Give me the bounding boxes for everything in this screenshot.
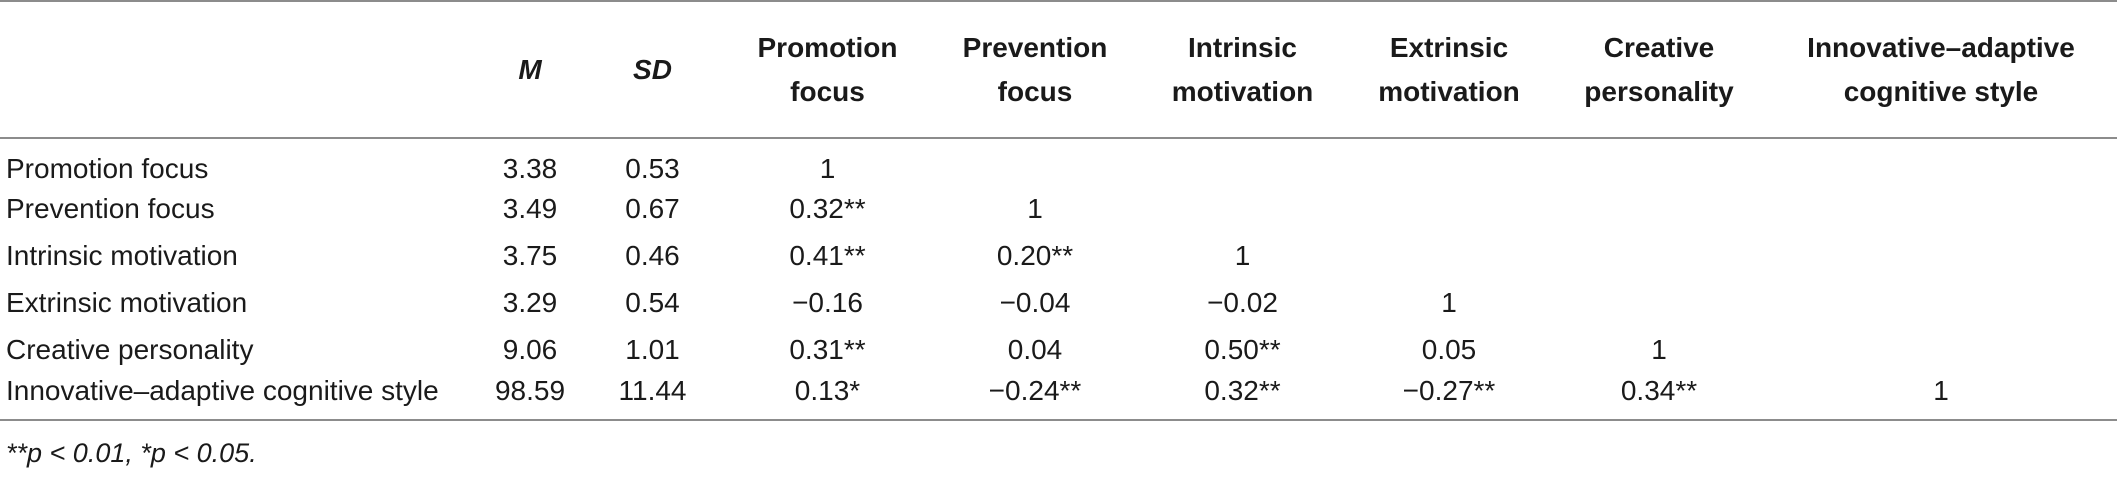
header-text: Innovative–adaptive: [1807, 31, 2075, 63]
table-cell: 3.75: [502, 239, 558, 271]
table-cell: 0.46: [625, 239, 680, 271]
header-cell-promotion-focus: Promotion focus: [725, 1, 930, 138]
table-cell: 0.34**: [1620, 375, 1698, 406]
table-cell: 1: [1933, 375, 1949, 406]
table-cell: [1765, 326, 2117, 373]
header-cell-creative-personality: Creative personality: [1553, 1, 1765, 138]
table-row: Extrinsic motivation 3.29 0.54 −0.16 −0.…: [0, 279, 2117, 326]
table-cell: 1: [1027, 192, 1043, 224]
table-row: Creative personality 9.06 1.01 0.31** 0.…: [0, 326, 2117, 373]
table-cell: [1140, 138, 1345, 185]
row-label: Creative personality: [6, 333, 254, 365]
table-cell: 0.31**: [789, 333, 866, 365]
table-row: Intrinsic motivation 3.75 0.46 0.41** 0.…: [0, 232, 2117, 279]
row-label: Promotion focus: [6, 153, 209, 184]
table-cell: 1: [1651, 333, 1667, 365]
table-cell: 1: [819, 153, 836, 184]
table-cell: 3.29: [502, 286, 558, 318]
table-cell: 0.50**: [1204, 333, 1281, 365]
table-cell: 0.53: [625, 153, 680, 184]
table-cell: 0.41**: [789, 239, 866, 271]
header-text: SD: [633, 53, 672, 85]
table-cell: 0.32**: [1204, 375, 1281, 406]
table-cell: [1765, 138, 2117, 185]
table-cell: [1553, 185, 1765, 232]
table-row: Promotion focus 3.38 0.53 1: [0, 138, 2117, 185]
table-header-row: M SD Promotion focus Prevention focus Intr…: [0, 1, 2117, 138]
header-cell-innovative-adaptive-cognitive-style: Innovative–adaptive cognitive style: [1765, 1, 2117, 138]
header-text: Promotion: [757, 31, 898, 63]
table-cell: −0.24**: [988, 375, 1082, 406]
header-text: focus: [997, 75, 1073, 107]
table-cell: [1140, 185, 1345, 232]
table-cell: [1765, 185, 2117, 232]
header-cell-intrinsic-motivation: Intrinsic motivation: [1140, 1, 1345, 138]
table-cell: [1765, 232, 2117, 279]
table-cell: [1553, 279, 1765, 326]
table-cell: 9.06: [502, 333, 558, 365]
header-cell-sd: SD: [580, 1, 725, 138]
table-cell: 0.54: [625, 286, 680, 318]
header-text: Extrinsic: [1389, 31, 1509, 63]
table-cell: [1765, 279, 2117, 326]
table-cell: −0.27**: [1402, 375, 1496, 406]
header-text: cognitive style: [1843, 75, 2039, 107]
header-cell-m: M: [480, 1, 580, 138]
header-text: Intrinsic: [1188, 31, 1297, 63]
table-cell: [1345, 138, 1553, 185]
table-cell: [930, 138, 1140, 185]
table-cell: 0.05: [1421, 333, 1477, 365]
table-cell: 98.59: [494, 375, 566, 406]
row-label: Prevention focus: [6, 192, 215, 224]
header-text: personality: [1584, 75, 1734, 107]
table-cell: 0.13*: [794, 375, 861, 406]
table-cell: −0.16: [792, 286, 863, 318]
table-cell: 0.04: [1007, 333, 1063, 365]
table-cell: [1553, 232, 1765, 279]
header-text: Prevention: [962, 31, 1108, 63]
header-text: M: [518, 53, 542, 85]
table-cell: 1: [1234, 239, 1251, 271]
header-cell-extrinsic-motivation: Extrinsic motivation: [1345, 1, 1553, 138]
table-cell: [1345, 232, 1553, 279]
table-cell: 1: [1441, 286, 1457, 318]
table-row: Innovative–adaptive cognitive style 98.5…: [0, 373, 2117, 420]
correlation-table: M SD Promotion focus Prevention focus Intr…: [0, 1, 2117, 420]
table-cell: [1553, 138, 1765, 185]
table-footnote: **p < 0.01, *p < 0.05.: [6, 438, 257, 468]
header-text: Creative: [1603, 31, 1715, 63]
header-cell-empty: [0, 1, 480, 138]
table-cell: 0.67: [625, 192, 680, 224]
table-cell: 0.20**: [996, 239, 1074, 271]
table-cell: 11.44: [618, 375, 687, 406]
table-cell: 1.01: [625, 333, 680, 365]
table-cell: 3.38: [502, 153, 558, 184]
header-cell-prevention-focus: Prevention focus: [930, 1, 1140, 138]
table-cell: −0.04: [999, 286, 1071, 318]
table-cell: −0.02: [1207, 286, 1278, 318]
header-text: motivation: [1378, 75, 1520, 107]
table-cell: 3.49: [502, 192, 558, 224]
header-text: motivation: [1171, 75, 1314, 107]
row-label: Extrinsic motivation: [6, 286, 248, 318]
table-cell: [1345, 185, 1553, 232]
table-row: Prevention focus 3.49 0.67 0.32** 1: [0, 185, 2117, 232]
header-text: focus: [790, 75, 865, 107]
row-label: Intrinsic motivation: [6, 239, 238, 271]
table-cell: 0.32**: [789, 192, 866, 224]
row-label: Innovative–adaptive cognitive style: [6, 375, 439, 406]
